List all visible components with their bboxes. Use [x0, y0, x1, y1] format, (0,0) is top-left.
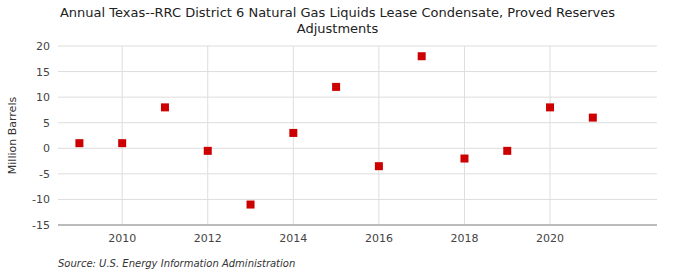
- point: [503, 147, 511, 155]
- point: [375, 162, 383, 170]
- x-tick-label: 2014: [279, 232, 307, 245]
- y-tick-label: -15: [32, 219, 50, 232]
- y-grid-line: [58, 199, 657, 200]
- y-tick-label: 15: [36, 66, 50, 79]
- y-tick-label: 10: [36, 91, 50, 104]
- source: Source: U.S. Energy Information Administ…: [58, 258, 295, 269]
- point: [75, 139, 83, 147]
- x-grid-line: [378, 46, 379, 225]
- x-grid-line: [122, 46, 123, 225]
- title: Annual Texas--RRC District 6 Natural Gas…: [60, 5, 615, 36]
- x-tick-label: 2010: [108, 232, 136, 245]
- y-grid-line: [58, 46, 657, 47]
- y-grid-line: [58, 71, 657, 72]
- chart-container: -15 -10 -5 0 5 10 15 20 2010 2012 2014 2016 2018 2020…: [0, 0, 675, 275]
- y-axis-label: Million Barrels: [6, 97, 19, 175]
- point: [460, 155, 468, 163]
- y-grid-line: [58, 97, 657, 98]
- y-grid-line: [58, 148, 657, 149]
- point: [247, 201, 255, 209]
- y-tick-label: -5: [39, 168, 50, 181]
- point: [546, 103, 554, 111]
- y-tick-label: -10: [32, 193, 50, 206]
- y-tick-label: 0: [43, 142, 50, 155]
- y-grid-line: [58, 173, 657, 174]
- x-tick-label: 2016: [365, 232, 393, 245]
- point: [161, 103, 169, 111]
- y-tick-label: 20: [36, 40, 50, 53]
- point: [289, 129, 297, 137]
- y-tick-label: 5: [43, 117, 50, 130]
- x-tick-label: 2012: [194, 232, 222, 245]
- point: [589, 114, 597, 122]
- x-grid-line: [464, 46, 465, 225]
- x-grid-line: [550, 46, 551, 225]
- point: [332, 83, 340, 91]
- grid: [58, 46, 657, 225]
- y-grid-line: [58, 225, 657, 226]
- y-grid-line: [58, 122, 657, 123]
- point: [118, 139, 126, 147]
- x-tick-label: 2018: [450, 232, 478, 245]
- point: [204, 147, 212, 155]
- x-axis-line: [58, 225, 657, 226]
- point: [418, 52, 426, 60]
- x-tick-label: 2020: [536, 232, 564, 245]
- x-grid-line: [207, 46, 208, 225]
- points: [75, 52, 596, 208]
- chart: -15 -10 -5 0 5 10 15 20 2010 2012 2014 2016 2018 2020…: [0, 0, 675, 275]
